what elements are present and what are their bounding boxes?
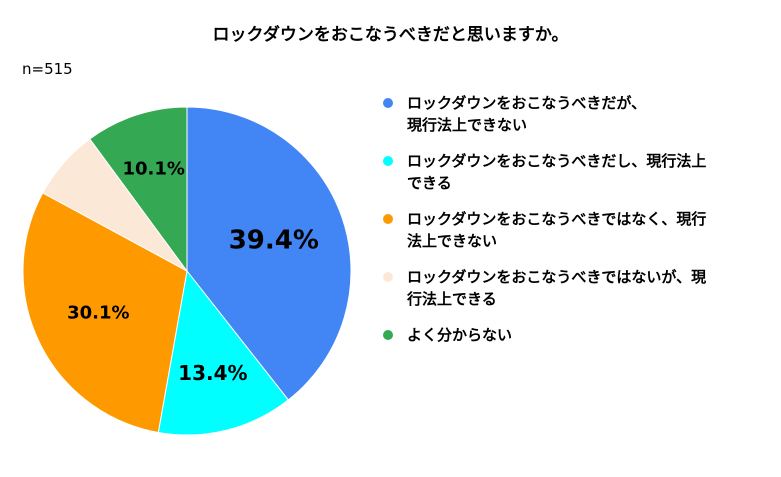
pie-slice xyxy=(157,269,290,436)
legend-label-line: できる xyxy=(407,174,452,192)
legend-label-line: ロックダウンをおこなうべきではなく、現行 xyxy=(407,210,707,228)
legend-label-line: ロックダウンをおこなうべきだし、現行法上 xyxy=(407,152,707,170)
legend-item: ロックダウンをおこなうべきだが、 現行法上できない xyxy=(379,92,774,136)
legend-marker xyxy=(383,98,393,108)
legend-label-line: 現行法上できない xyxy=(407,116,528,134)
legend: ロックダウンをおこなうべきだが、 現行法上できない ロックダウンをおこなうべきだ… xyxy=(379,92,774,346)
slice-data-label: 39.4% xyxy=(229,225,319,255)
pie-slice xyxy=(89,106,188,273)
sample-size-label: n=515 xyxy=(22,60,73,78)
legend-label-line: ロックダウンをおこなうべきだが、 xyxy=(407,94,647,112)
legend-marker xyxy=(383,214,393,224)
slice-data-label: 13.4% xyxy=(178,361,247,385)
pie-slice xyxy=(186,106,352,401)
chart-title: ロックダウンをおこなうべきだと思いますか。 xyxy=(212,25,569,45)
pie-slice xyxy=(22,192,188,434)
legend-label-line: よく分からない xyxy=(407,326,513,344)
legend-label-line: ロックダウンをおこなうべきではないが、現 xyxy=(407,268,707,286)
legend-label-line: 法上できない xyxy=(407,232,498,250)
legend-item: ロックダウンをおこなうべきだし、現行法上 できる xyxy=(379,150,774,194)
legend-item: ロックダウンをおこなうべきではないが、現 行法上できる xyxy=(379,266,774,310)
legend-item: ロックダウンをおこなうべきではなく、現行 法上できない xyxy=(379,208,774,252)
legend-marker xyxy=(383,156,393,166)
slice-data-label: 30.1% xyxy=(67,303,129,324)
legend-item: よく分からない xyxy=(379,324,774,346)
legend-marker xyxy=(383,272,393,282)
legend-marker xyxy=(383,330,393,340)
legend-label-line: 行法上できる xyxy=(407,290,497,308)
slice-data-label: 10.1% xyxy=(123,159,185,180)
